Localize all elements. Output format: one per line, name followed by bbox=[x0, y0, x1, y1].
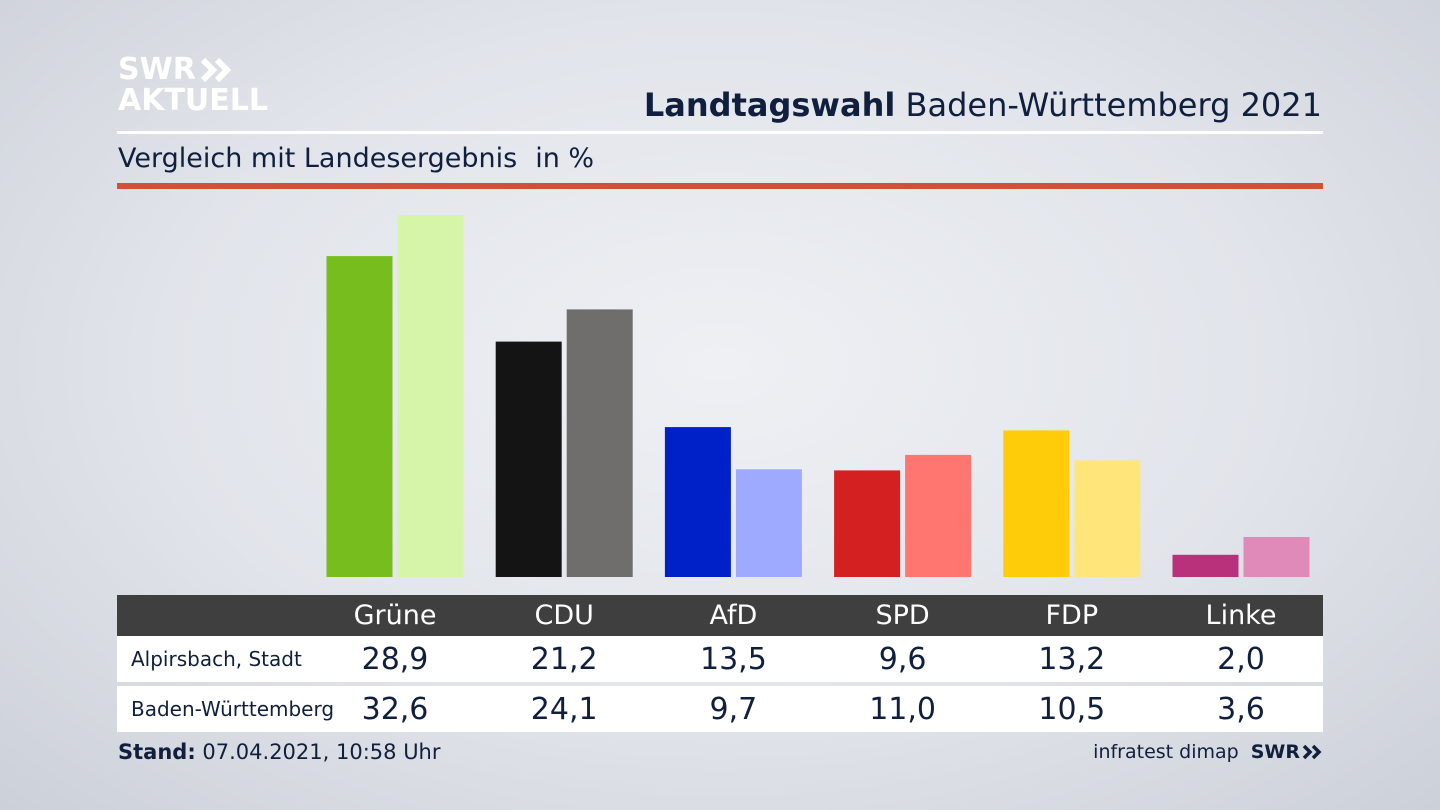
value-cell: 10,5 bbox=[1038, 692, 1106, 727]
bar-fdp-state bbox=[1074, 460, 1141, 577]
stand-label: Stand: bbox=[118, 740, 196, 764]
bar-afd-local bbox=[664, 427, 731, 577]
logo-line1: SWR bbox=[118, 52, 196, 87]
double-chevron-icon bbox=[200, 57, 232, 82]
value-cell: 21,2 bbox=[530, 642, 598, 677]
value-cell: 11,0 bbox=[869, 692, 936, 727]
swr-brand: SWR bbox=[1251, 741, 1322, 763]
bar-cdu-state bbox=[566, 309, 633, 577]
table-header-row: Grüne CDU AfD SPD FDP Linke bbox=[117, 595, 1323, 636]
stand-value: 07.04.2021, 10:58 Uhr bbox=[202, 740, 441, 764]
double-chevron-icon bbox=[1302, 744, 1322, 760]
source-credit: infratest dimap SWR bbox=[1093, 741, 1322, 763]
timestamp: Stand: 07.04.2021, 10:58 Uhr bbox=[118, 740, 441, 764]
value-cell: 13,2 bbox=[1038, 642, 1106, 677]
title-bold: Landtagswahl bbox=[643, 86, 896, 124]
bar-cdu-local bbox=[495, 341, 562, 577]
value-cell: 2,0 bbox=[1217, 642, 1265, 677]
value-cell: 24,1 bbox=[530, 692, 598, 727]
bar-chart bbox=[326, 215, 1310, 577]
subtitle-unit: in % bbox=[535, 143, 595, 174]
page-title: Landtagswahl Baden-Württemberg 2021 bbox=[644, 86, 1322, 124]
party-label: SPD bbox=[875, 600, 930, 631]
value-cell: 13,5 bbox=[699, 642, 767, 677]
header-divider bbox=[117, 131, 1323, 134]
row-label: Alpirsbach, Stadt bbox=[131, 647, 302, 671]
party-label: AfD bbox=[709, 600, 758, 631]
chart-subtitle: Vergleich mit Landesergebnis in % bbox=[118, 143, 594, 174]
party-label: FDP bbox=[1045, 600, 1099, 631]
subtitle-text: Vergleich mit Landesergebnis bbox=[118, 143, 518, 174]
bar-linke-state bbox=[1243, 537, 1310, 577]
bar-linke-local bbox=[1172, 554, 1239, 577]
title-rest: Baden-Württemberg 2021 bbox=[905, 86, 1323, 124]
source-text: infratest dimap bbox=[1093, 741, 1239, 763]
value-cell: 9,7 bbox=[709, 692, 758, 727]
row-label: Baden-Württemberg bbox=[131, 697, 335, 721]
table-row: Alpirsbach, Stadt 28,9 21,2 13,5 9,6 13,2 2,0 bbox=[117, 636, 1323, 682]
table-row: Baden-Württemberg 32,6 24,1 9,7 11,0 10,5 3,6 bbox=[117, 686, 1323, 732]
party-label: Grüne bbox=[353, 600, 437, 631]
party-label: CDU bbox=[534, 600, 594, 631]
bar-grne-local bbox=[326, 256, 393, 577]
value-cell: 9,6 bbox=[878, 642, 927, 677]
logo-line2: AKTUELL bbox=[118, 83, 269, 118]
accent-divider bbox=[117, 183, 1323, 189]
party-label: Linke bbox=[1205, 600, 1277, 631]
bar-fdp-local bbox=[1003, 430, 1070, 577]
bar-spd-local bbox=[834, 470, 901, 577]
value-cell: 28,9 bbox=[361, 642, 429, 677]
bar-grne-state bbox=[397, 215, 464, 577]
swr-aktuell-logo: SWR AKTUELL bbox=[118, 54, 268, 116]
value-cell: 32,6 bbox=[361, 692, 429, 727]
bar-spd-state bbox=[905, 454, 972, 577]
value-cell: 3,6 bbox=[1217, 692, 1265, 727]
results-table: Grüne CDU AfD SPD FDP Linke Alpirsbach, Stadt… bbox=[117, 595, 1323, 732]
bar-afd-state bbox=[735, 469, 802, 577]
brand-text: SWR bbox=[1250, 741, 1300, 763]
